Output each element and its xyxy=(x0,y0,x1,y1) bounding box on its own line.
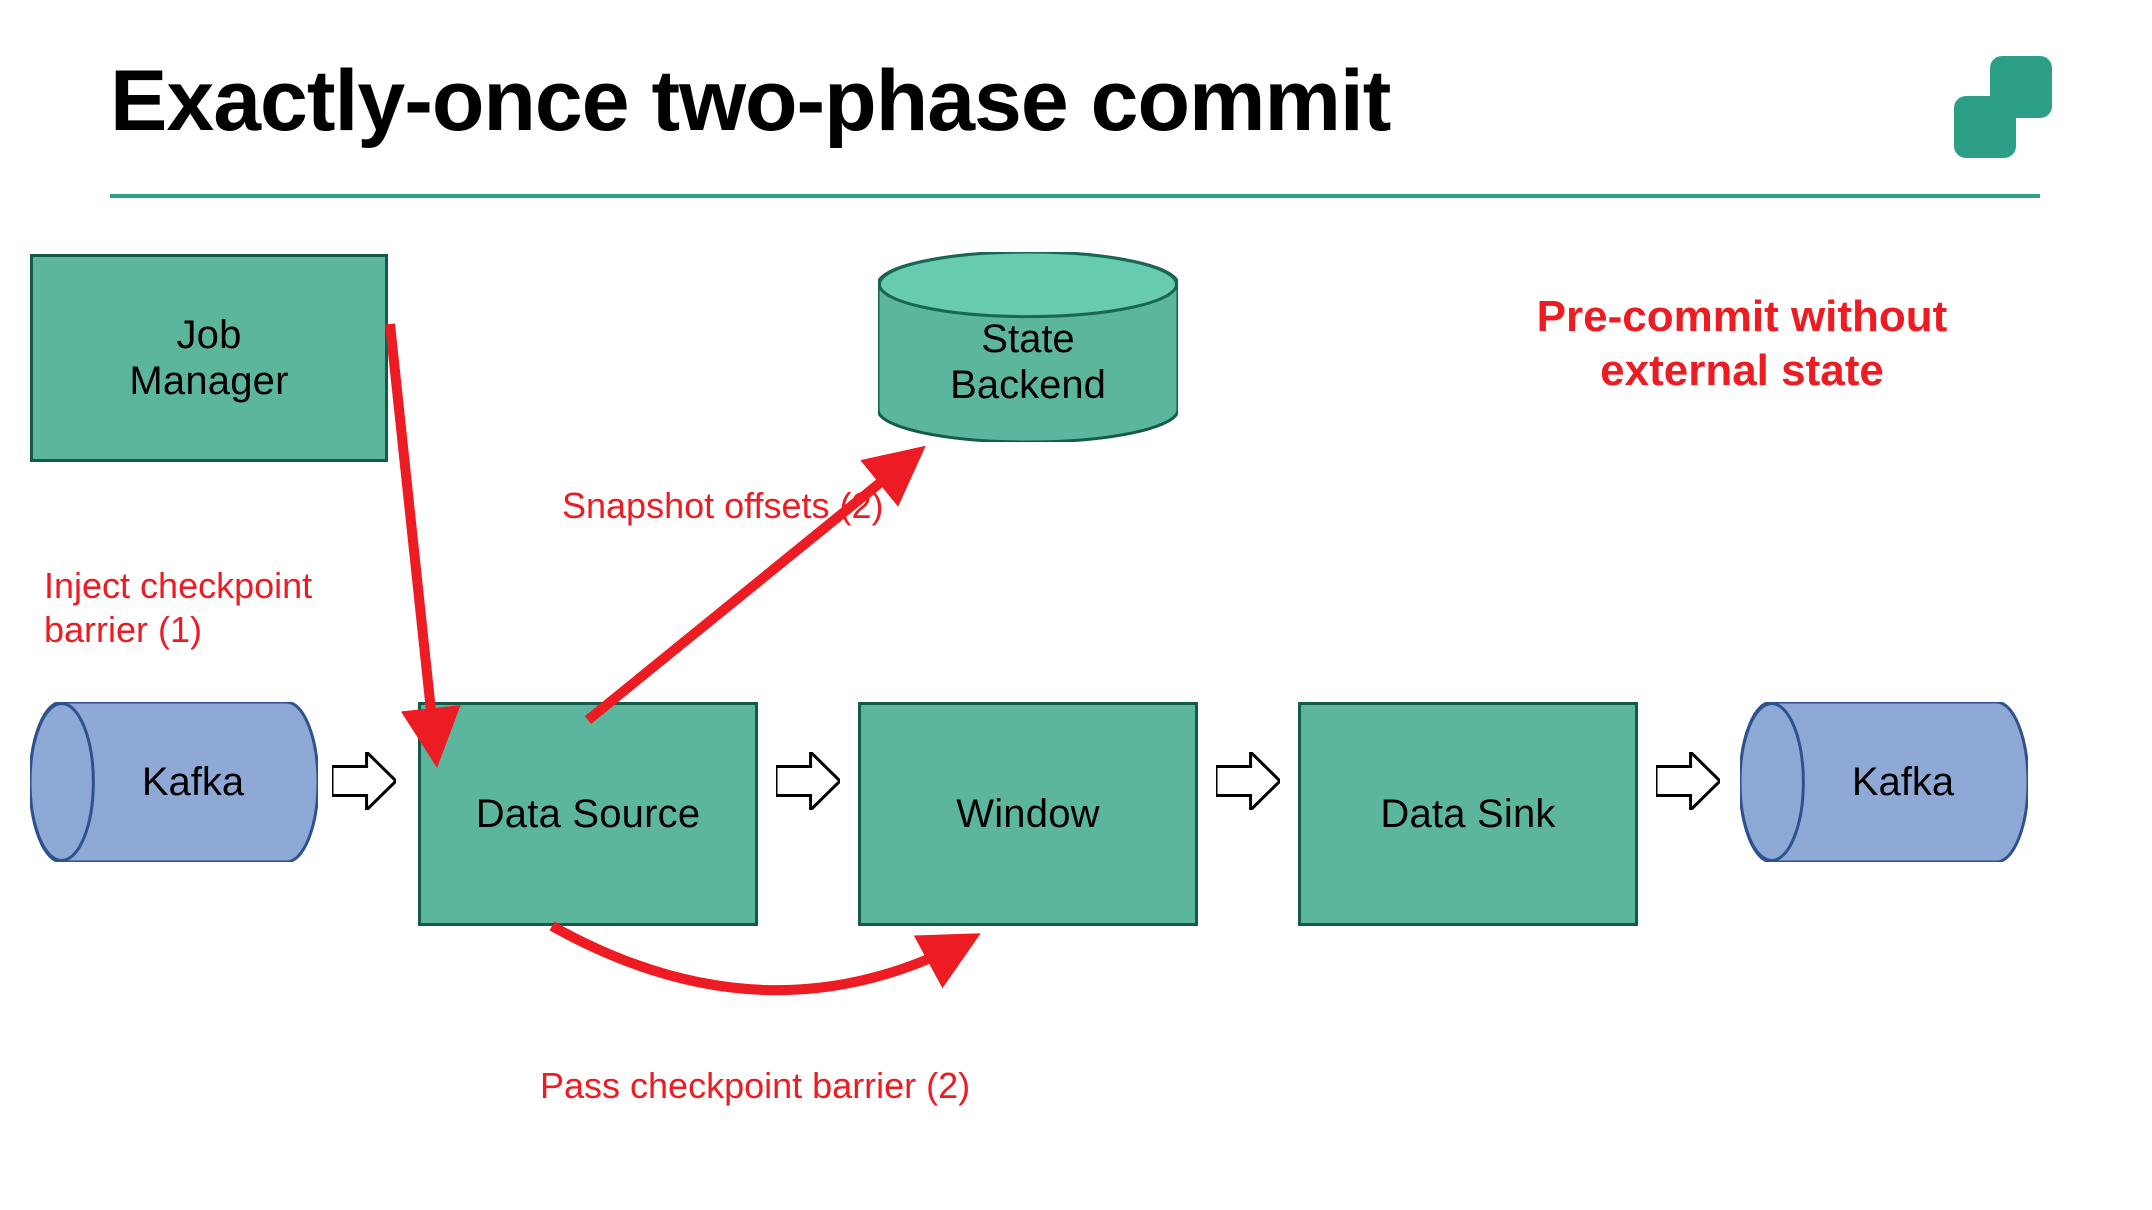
red-arrows-layer xyxy=(0,0,2152,1210)
node-kafka-out: Kafka xyxy=(1740,702,2028,862)
flow-arrow-icon xyxy=(1656,752,1720,815)
flow-arrow-icon xyxy=(332,752,396,815)
logo-icon xyxy=(1932,56,2052,176)
node-data-source-label: Data Source xyxy=(476,791,701,837)
node-data-source: Data Source xyxy=(418,702,758,926)
arrow-inject xyxy=(390,324,436,758)
slide-stage: Exactly-once two-phase commit Pre-commit… xyxy=(0,0,2152,1210)
arrow-pass xyxy=(552,926,972,990)
inject-label: Inject checkpointbarrier (1) xyxy=(44,564,312,652)
node-window-label: Window xyxy=(956,791,1099,837)
logo-square-front xyxy=(1954,96,2016,158)
snapshot-label: Snapshot offsets (2) xyxy=(562,484,884,528)
node-data-sink-label: Data Sink xyxy=(1380,791,1555,837)
node-data-sink: Data Sink xyxy=(1298,702,1638,926)
node-kafka-in: Kafka xyxy=(30,702,318,862)
node-state-backend: StateBackend xyxy=(878,252,1178,442)
node-job-manager-label: JobManager xyxy=(129,312,288,404)
subtitle-label: Pre-commit withoutexternal state xyxy=(1442,290,2042,397)
flow-arrow-icon xyxy=(776,752,840,815)
node-job-manager: JobManager xyxy=(30,254,388,462)
node-window: Window xyxy=(858,702,1198,926)
title-underline xyxy=(110,194,2040,198)
pass-label: Pass checkpoint barrier (2) xyxy=(540,1064,970,1108)
flow-arrow-icon xyxy=(1216,752,1280,815)
slide-title: Exactly-once two-phase commit xyxy=(110,52,1390,151)
